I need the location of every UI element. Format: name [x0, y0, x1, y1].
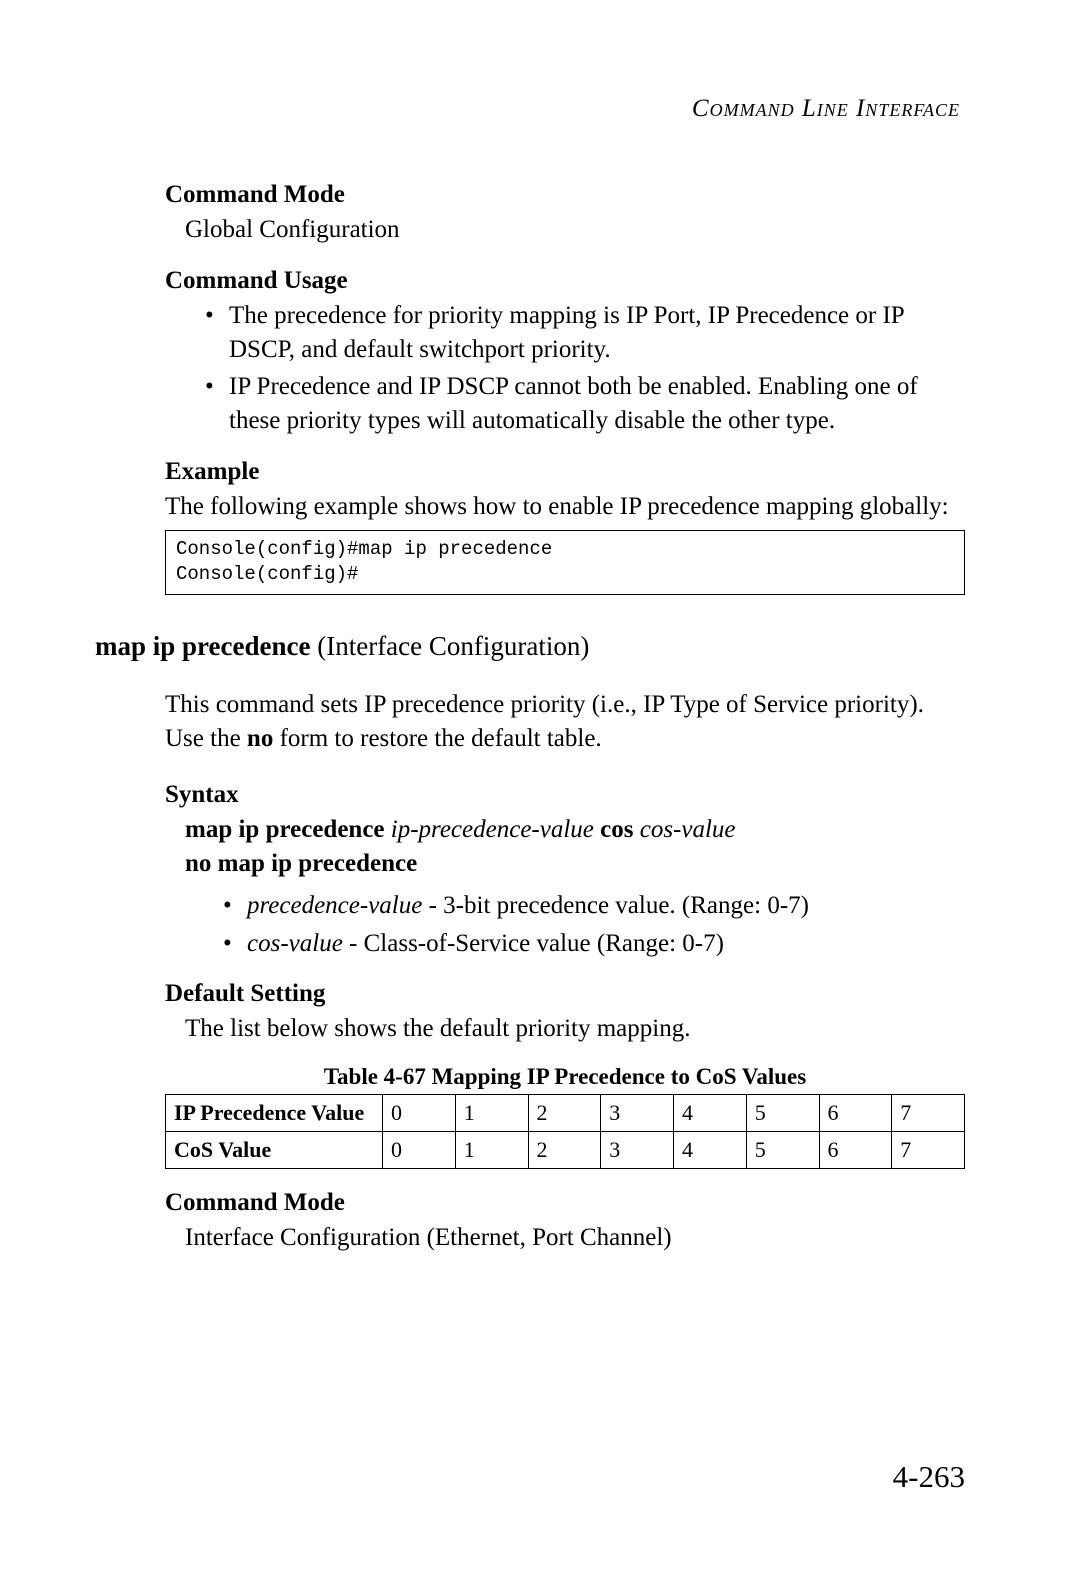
cell: 3: [601, 1132, 674, 1169]
syntax-l2: no map ip precedence: [185, 850, 417, 877]
cell: 1: [455, 1132, 528, 1169]
precedence-table: IP Precedence Value 0 1 2 3 4 5 6 7 CoS …: [165, 1094, 965, 1169]
syntax-l1-b1: map ip precedence: [185, 816, 385, 843]
cell: 3: [601, 1095, 674, 1132]
heading-example: Example: [165, 458, 965, 486]
table-row: CoS Value 0 1 2 3 4 5 6 7: [166, 1132, 965, 1169]
param2-name: cos-value: [247, 930, 343, 957]
cell: 5: [746, 1095, 819, 1132]
usage-bullet-list: The precedence for priority mapping is I…: [165, 299, 965, 438]
page-container: Command Line Interface Command Mode Glob…: [0, 0, 1080, 1570]
param2-desc: - Class-of-Service value (Range: 0-7): [343, 930, 724, 957]
command-name: map ip precedence: [95, 631, 310, 661]
row1-label: CoS Value: [166, 1132, 383, 1169]
running-head: Command Line Interface: [95, 95, 965, 123]
command-context: (Interface Configuration): [310, 631, 589, 661]
desc-post: form to restore the default table.: [273, 725, 601, 752]
cell: 2: [528, 1132, 601, 1169]
usage-bullet-2: IP Precedence and IP DSCP cannot both be…: [205, 370, 965, 438]
cell: 6: [819, 1132, 892, 1169]
cell: 7: [892, 1095, 965, 1132]
row0-label: IP Precedence Value: [166, 1095, 383, 1132]
syntax-lines: map ip precedence ip-precedence-value co…: [185, 813, 965, 881]
desc-bold: no: [247, 725, 273, 752]
heading-command-usage: Command Usage: [165, 267, 965, 295]
param1-name: precedence-value: [247, 892, 422, 919]
text-global-config: Global Configuration: [185, 213, 965, 247]
usage-bullet-1: The precedence for priority mapping is I…: [205, 299, 965, 367]
code-example: Console(config)#map ip precedence Consol…: [165, 530, 965, 595]
cell: 7: [892, 1132, 965, 1169]
cell: 5: [746, 1132, 819, 1169]
text-interface-config: Interface Configuration (Ethernet, Port …: [185, 1221, 965, 1255]
syntax-l1-i2: cos-value: [633, 816, 735, 843]
syntax-l1-b2: cos: [600, 816, 633, 843]
heading-syntax: Syntax: [165, 781, 965, 809]
cell: 0: [383, 1095, 456, 1132]
cell: 4: [674, 1095, 747, 1132]
heading-command-mode-1: Command Mode: [165, 181, 965, 209]
table-caption: Table 4-67 Mapping IP Precedence to CoS …: [165, 1064, 965, 1090]
command-heading: map ip precedence (Interface Configurati…: [95, 631, 965, 662]
syntax-l1-i1: ip-precedence-value: [385, 816, 601, 843]
param1-desc: - 3-bit precedence value. (Range: 0-7): [422, 892, 809, 919]
example-intro: The following example shows how to enabl…: [165, 490, 965, 524]
syntax-param-1: precedence-value - 3-bit precedence valu…: [223, 889, 965, 923]
cell: 4: [674, 1132, 747, 1169]
syntax-param-2: cos-value - Class-of-Service value (Rang…: [223, 927, 965, 961]
cell: 2: [528, 1095, 601, 1132]
command-description: This command sets IP precedence priority…: [165, 688, 965, 756]
heading-command-mode-2: Command Mode: [165, 1189, 965, 1217]
syntax-params-list: precedence-value - 3-bit precedence valu…: [165, 889, 965, 961]
table-row: IP Precedence Value 0 1 2 3 4 5 6 7: [166, 1095, 965, 1132]
heading-default-setting: Default Setting: [165, 980, 965, 1008]
default-setting-text: The list below shows the default priorit…: [185, 1012, 965, 1046]
page-number: 4-263: [893, 1459, 965, 1495]
content-area: Command Mode Global Configuration Comman…: [95, 181, 965, 1255]
cell: 6: [819, 1095, 892, 1132]
cell: 0: [383, 1132, 456, 1169]
cell: 1: [455, 1095, 528, 1132]
